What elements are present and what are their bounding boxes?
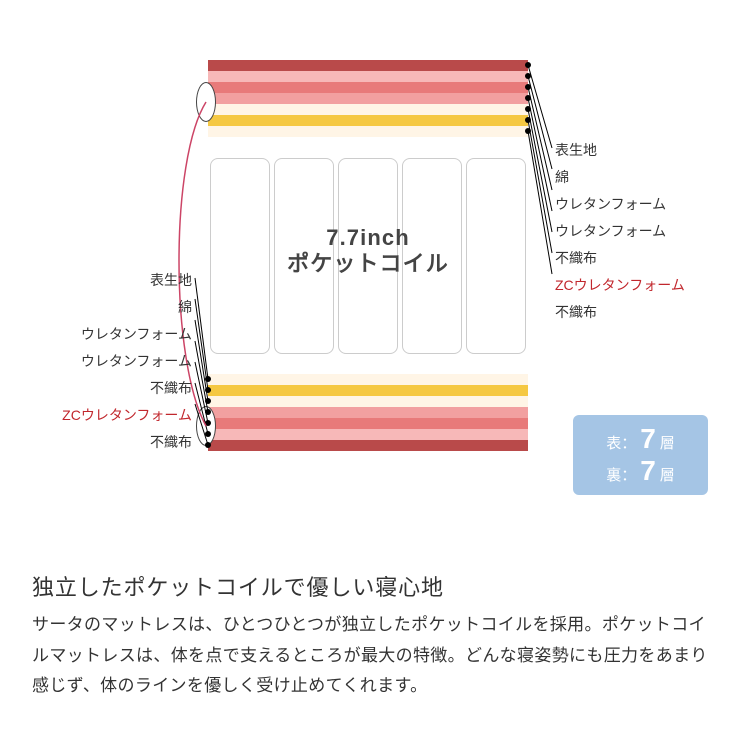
top-layer-stack — [208, 60, 528, 137]
layer-label: 綿 — [555, 167, 685, 187]
layer — [208, 374, 528, 385]
layer — [208, 93, 528, 104]
layer — [208, 440, 528, 451]
layer — [208, 418, 528, 429]
badge-front-count: 7 — [640, 423, 656, 455]
layer-label: ウレタンフォーム — [10, 324, 192, 344]
badge-back-count: 7 — [640, 455, 656, 487]
layer — [208, 82, 528, 93]
left-layer-labels: 表生地綿ウレタンフォームウレタンフォーム不織布 ZCウレタンフォーム不織布 — [10, 270, 192, 459]
layer-label: ZCウレタンフォーム — [555, 275, 685, 295]
layer-label: 不織布 — [10, 378, 192, 398]
layer-count-badge: 表： 7 層 裏： 7 層 — [573, 415, 708, 495]
layer-label: ZCウレタンフォーム — [10, 405, 192, 425]
layer-label: ウレタンフォーム — [555, 221, 685, 241]
layer-label: ウレタンフォーム — [555, 194, 685, 214]
layer — [208, 385, 528, 396]
edge-curve-icon — [196, 406, 216, 446]
right-layer-labels: 表生地綿ウレタンフォームウレタンフォーム不織布 ZCウレタンフォーム不織布 — [555, 140, 685, 329]
section-body: サータのマットレスは、ひとつひとつが独立したポケットコイルを採用。ポケットコイル… — [32, 610, 708, 702]
layer — [208, 126, 528, 137]
badge-front-prefix: 表： — [606, 432, 636, 453]
edge-curve-icon — [196, 82, 216, 122]
bottom-layer-stack — [208, 374, 528, 451]
layer-label: 綿 — [10, 297, 192, 317]
layer — [208, 71, 528, 82]
layer — [208, 407, 528, 418]
layer — [208, 60, 528, 71]
badge-suffix: 層 — [660, 464, 675, 485]
badge-back-prefix: 裏： — [606, 464, 636, 485]
layer — [208, 115, 528, 126]
layer-label: 不織布 — [555, 302, 685, 322]
layer-label: ウレタンフォーム — [10, 351, 192, 371]
layer-label: 表生地 — [10, 270, 192, 290]
coil-label: 7.7inch ポケットコイル — [208, 225, 528, 278]
layer — [208, 396, 528, 407]
layer-label: 表生地 — [555, 140, 685, 160]
layer-label: 不織布 — [555, 248, 685, 268]
badge-suffix: 層 — [660, 432, 675, 453]
layer-label: 不織布 — [10, 432, 192, 452]
section-heading: 独立したポケットコイルで優しい寝心地 — [32, 570, 444, 602]
layer — [208, 104, 528, 115]
layer — [208, 429, 528, 440]
